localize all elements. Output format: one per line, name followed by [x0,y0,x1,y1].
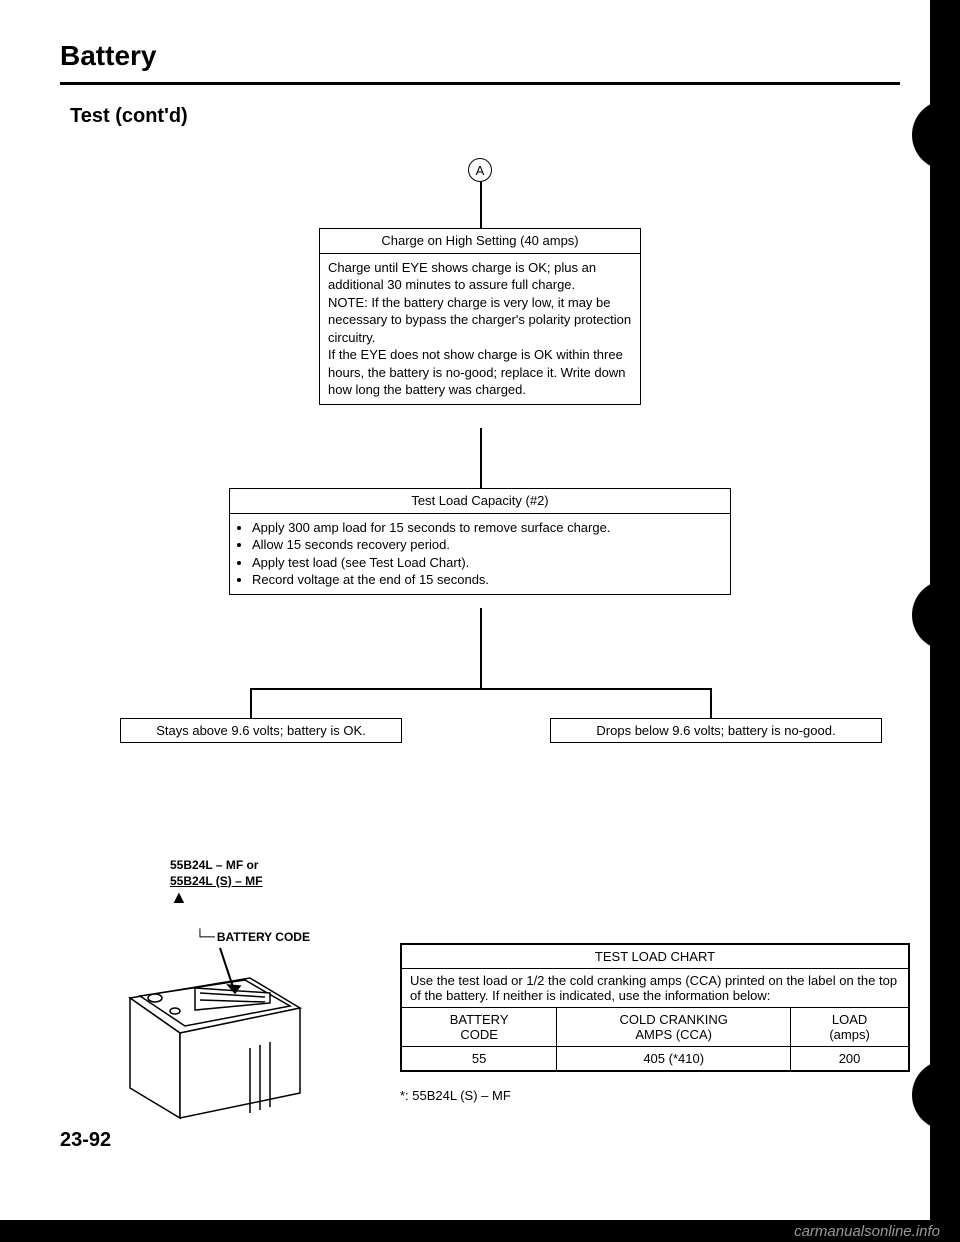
flowchart: A Charge on High Setting (40 amps) Charg… [60,158,900,798]
flow-outcome-right: Drops below 9.6 volts; battery is no-goo… [550,718,882,743]
flow-box-testload-body: Apply 300 amp load for 15 seconds to rem… [230,514,730,594]
flow-outcome-left: Stays above 9.6 volts; battery is OK. [120,718,402,743]
flow-line [480,182,482,228]
flow-box-charge-body: Charge until EYE shows charge is OK; plu… [320,254,640,404]
battery-code-label-2: 55B24L (S) – MF [170,874,262,888]
flow-line [710,688,712,718]
title-rule [60,82,900,85]
testload-bullet: Record voltage at the end of 15 seconds. [252,571,722,589]
flow-box-charge-header: Charge on High Setting (40 amps) [320,229,640,254]
tlc-cell: 200 [791,1047,909,1072]
flow-line [480,608,482,688]
tlc-description: Use the test load or 1/2 the cold cranki… [401,969,909,1008]
page-title: Battery [60,40,900,72]
battery-illustration [100,938,310,1138]
flow-box-charge: Charge on High Setting (40 amps) Charge … [319,228,641,405]
battery-code-label-1: 55B24L – MF or [170,858,258,872]
tlc-col-0: BATTERYCODE [401,1008,557,1047]
flow-line [250,688,252,718]
tlc-col-1: COLD CRANKINGAMPS (CCA) [557,1008,791,1047]
testload-bullet: Apply test load (see Test Load Chart). [252,554,722,572]
flow-split-line [250,688,710,690]
page-number: 23-92 [60,1129,111,1152]
watermark: carmanualsonline.info [794,1223,940,1240]
testload-bullet: Allow 15 seconds recovery period. [252,536,722,554]
page-subtitle: Test (cont'd) [70,105,900,128]
testload-bullet: Apply 300 amp load for 15 seconds to rem… [252,519,722,537]
tlc-title: TEST LOAD CHART [401,944,909,969]
test-load-chart-table: TEST LOAD CHART Use the test load or 1/2… [400,943,910,1072]
flow-box-testload: Test Load Capacity (#2) Apply 300 amp lo… [229,488,731,595]
flow-node-a: A [468,158,492,182]
flow-box-testload-header: Test Load Capacity (#2) [230,489,730,514]
tlc-footnote: *: 55B24L (S) – MF [400,1088,511,1103]
flow-line [480,428,482,488]
battery-code-label: 55B24L – MF or 55B24L (S) – MF ▲ [170,858,262,908]
tlc-cell: 405 (*410) [557,1047,791,1072]
tlc-cell: 55 [401,1047,557,1072]
tlc-col-2: LOAD(amps) [791,1008,909,1047]
flow-node-a-label: A [476,163,485,178]
